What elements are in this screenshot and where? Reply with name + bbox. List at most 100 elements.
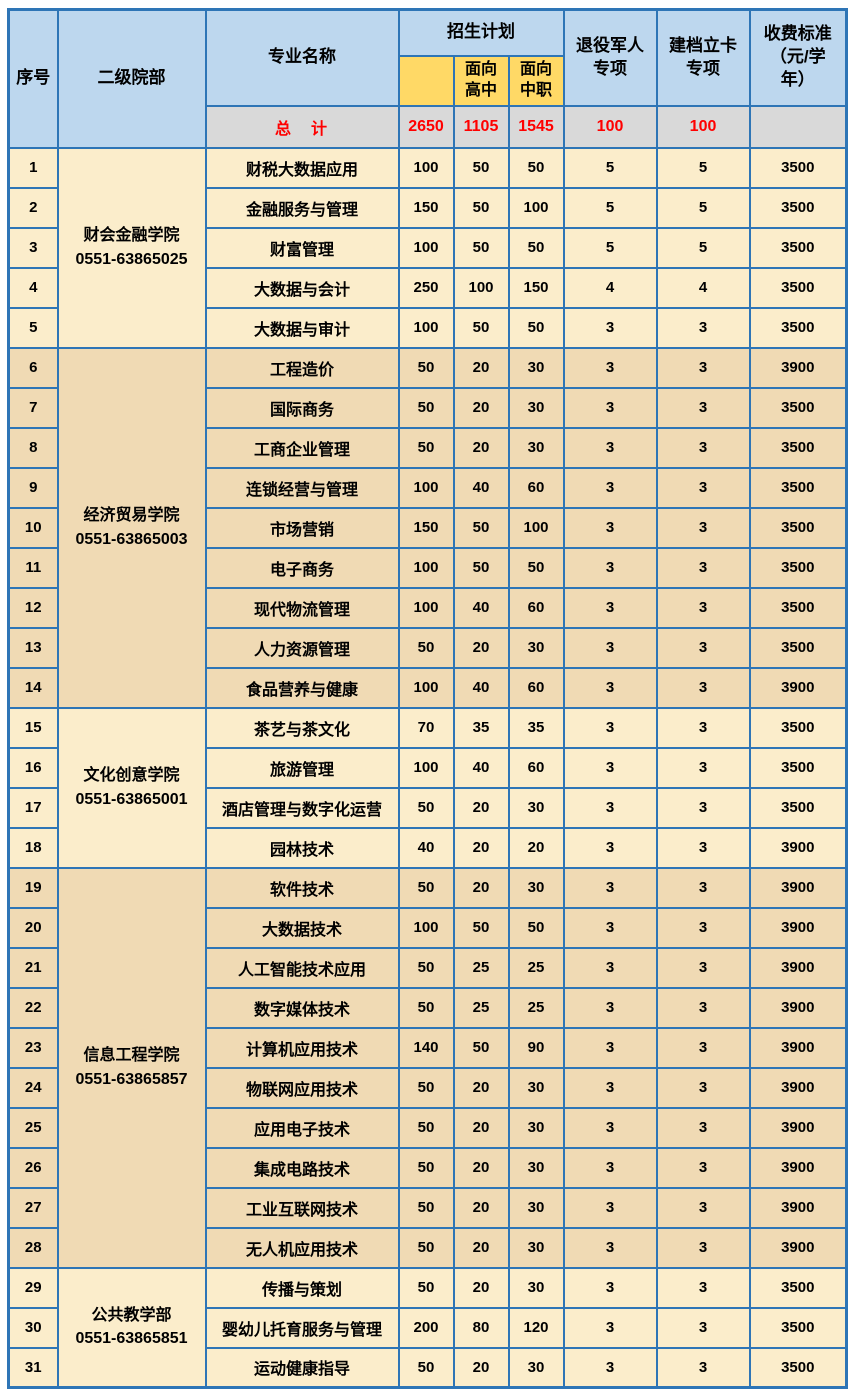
grand-total-row: 总 计 2650 1105 1545 100 100: [9, 104, 848, 149]
veteran-quota-cell: 3: [562, 786, 658, 829]
major-cell: 大数据技术: [204, 906, 400, 949]
serial-cell: 7: [7, 386, 59, 429]
col-header-veteran: 退役军人 专项: [562, 8, 658, 107]
plan-total-cell: 50: [397, 346, 455, 389]
plan-total-cell: 150: [397, 186, 455, 229]
col-header-plan: 招生计划: [397, 8, 565, 57]
plan-total-cell: 50: [397, 426, 455, 469]
plan-high-school-cell: 20: [452, 626, 510, 669]
major-cell: 金融服务与管理: [204, 186, 400, 229]
plan-total-cell: 50: [397, 1226, 455, 1269]
fee-cell: 3500: [748, 306, 848, 349]
plan-high-school-cell: 20: [452, 1066, 510, 1109]
plan-high-school-cell: 50: [452, 146, 510, 189]
fee-cell: 3500: [748, 186, 848, 229]
plan-vocational-cell: 90: [507, 1026, 565, 1069]
plan-high-school-cell: 20: [452, 1266, 510, 1309]
plan-total-cell: 250: [397, 266, 455, 309]
major-cell: 人工智能技术应用: [204, 946, 400, 989]
poverty-quota-cell: 3: [655, 946, 751, 989]
veteran-quota-cell: 3: [562, 1066, 658, 1109]
department-cell: 经济贸易学院 0551-63865003: [56, 346, 207, 709]
grand-total-veteran: 100: [562, 104, 658, 149]
serial-cell: 8: [7, 426, 59, 469]
table-row: 31 运动健康指导 50 20 30 3 3 3500: [7, 1346, 848, 1389]
poverty-quota-cell: 3: [655, 426, 751, 469]
plan-high-school-cell: 80: [452, 1306, 510, 1349]
major-cell: 应用电子技术: [204, 1106, 400, 1149]
plan-high-school-cell: 20: [452, 866, 510, 909]
fee-cell: 3500: [748, 1266, 848, 1309]
plan-total-cell: 40: [397, 826, 455, 869]
fee-cell: 3500: [748, 226, 848, 269]
plan-high-school-cell: 40: [452, 586, 510, 629]
poverty-quota-cell: 3: [655, 386, 751, 429]
plan-vocational-cell: 50: [507, 226, 565, 269]
serial-cell: 28: [7, 1226, 59, 1269]
poverty-quota-cell: 3: [655, 1066, 751, 1109]
serial-cell: 5: [7, 306, 59, 349]
plan-high-school-cell: 20: [452, 1346, 510, 1389]
plan-total-cell: 70: [397, 706, 455, 749]
poverty-quota-cell: 3: [655, 346, 751, 389]
department-cell: 公共教学部 0551-63865851: [56, 1266, 207, 1389]
serial-cell: 30: [7, 1306, 59, 1349]
poverty-quota-cell: 3: [655, 1146, 751, 1189]
veteran-quota-cell: 3: [562, 546, 658, 589]
col-header-major: 专业名称: [204, 8, 400, 107]
serial-cell: 25: [7, 1106, 59, 1149]
plan-total-cell: 50: [397, 386, 455, 429]
poverty-quota-cell: 5: [655, 146, 751, 189]
fee-cell: 3900: [748, 666, 848, 709]
veteran-quota-cell: 3: [562, 666, 658, 709]
major-cell: 电子商务: [204, 546, 400, 589]
major-cell: 传播与策划: [204, 1266, 400, 1309]
table-row: 2 金融服务与管理 150 50 100 5 5 3500: [7, 186, 848, 229]
poverty-quota-cell: 5: [655, 186, 751, 229]
plan-vocational-cell: 25: [507, 986, 565, 1029]
plan-total-cell: 50: [397, 1106, 455, 1149]
plan-vocational-cell: 50: [507, 906, 565, 949]
plan-vocational-cell: 30: [507, 1146, 565, 1189]
major-cell: 运动健康指导: [204, 1346, 400, 1389]
poverty-quota-cell: 3: [655, 626, 751, 669]
major-cell: 茶艺与茶文化: [204, 706, 400, 749]
plan-high-school-cell: 50: [452, 306, 510, 349]
plan-total-cell: 50: [397, 986, 455, 1029]
plan-vocational-cell: 150: [507, 266, 565, 309]
table-row: 4 大数据与会计 250 100 150 4 4 3500: [7, 266, 848, 309]
plan-vocational-cell: 30: [507, 1226, 565, 1269]
major-cell: 软件技术: [204, 866, 400, 909]
fee-cell: 3500: [748, 426, 848, 469]
plan-vocational-cell: 100: [507, 186, 565, 229]
plan-high-school-cell: 50: [452, 906, 510, 949]
poverty-quota-cell: 3: [655, 306, 751, 349]
major-cell: 婴幼儿托育服务与管理: [204, 1306, 400, 1349]
table-row: 1 财会金融学院 0551-63865025 财税大数据应用 100 50 50 5 5 350…: [7, 146, 848, 349]
veteran-quota-cell: 3: [562, 346, 658, 389]
serial-cell: 3: [7, 226, 59, 269]
fee-cell: 3900: [748, 906, 848, 949]
fee-cell: 3500: [748, 146, 848, 189]
serial-cell: 12: [7, 586, 59, 629]
major-cell: 工业互联网技术: [204, 1186, 400, 1229]
serial-cell: 23: [7, 1026, 59, 1069]
serial-cell: 10: [7, 506, 59, 549]
major-cell: 连锁经营与管理: [204, 466, 400, 509]
poverty-quota-cell: 3: [655, 1266, 751, 1309]
plan-vocational-cell: 30: [507, 626, 565, 669]
table-row: 10 市场营销 150 50 100 3 3 3500: [7, 506, 848, 549]
fee-cell: 3900: [748, 346, 848, 389]
plan-total-cell: 50: [397, 626, 455, 669]
table-row: 8 工商企业管理 50 20 30 3 3 3500: [7, 426, 848, 469]
major-cell: 现代物流管理: [204, 586, 400, 629]
major-cell: 大数据与会计: [204, 266, 400, 309]
serial-cell: 1: [7, 146, 59, 189]
poverty-quota-cell: 3: [655, 546, 751, 589]
plan-total-cell: 50: [397, 866, 455, 909]
veteran-quota-cell: 3: [562, 1106, 658, 1149]
serial-cell: 26: [7, 1146, 59, 1189]
table-row: 24 物联网应用技术 50 20 30 3 3 3900: [7, 1066, 848, 1109]
veteran-quota-cell: 5: [562, 226, 658, 269]
plan-high-school-cell: 40: [452, 746, 510, 789]
